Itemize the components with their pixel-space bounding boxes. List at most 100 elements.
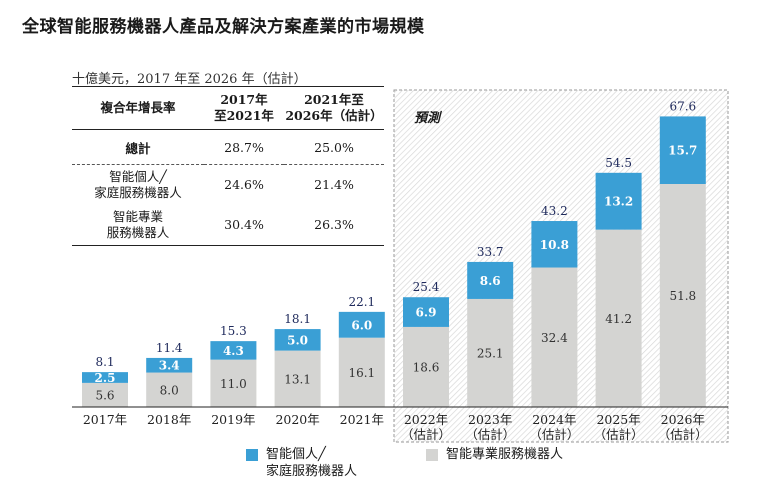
cagr-row-label-line1: 智能專業 bbox=[112, 209, 163, 224]
cagr-row-label-line2: 服務機器人 bbox=[106, 225, 170, 240]
bar-personal bbox=[595, 172, 642, 230]
x-tick-label: 2025年 bbox=[596, 412, 640, 427]
bar-personal-value-label: 2.5 bbox=[95, 371, 116, 385]
cagr-header-period2-line1: 2021年至 bbox=[304, 92, 364, 107]
x-tick-label-note: （估計） bbox=[465, 427, 515, 442]
bar-professional-value-label: 16.1 bbox=[348, 366, 375, 380]
x-tick-label: 2021年 bbox=[340, 412, 384, 427]
legend-label-personal: 智能個人╱ 家庭服務機器人 bbox=[266, 446, 357, 480]
bar-total-label: 18.1 bbox=[284, 312, 311, 326]
bar-professional bbox=[595, 229, 642, 407]
cagr-row-value: 21.4% bbox=[284, 164, 384, 205]
bar-personal bbox=[146, 357, 193, 373]
cagr-header-period1-line2: 至2021年 bbox=[214, 108, 274, 123]
bar-personal-value-label: 8.6 bbox=[480, 274, 501, 288]
bar-personal bbox=[274, 329, 321, 351]
bar-professional-value-label: 13.1 bbox=[284, 372, 311, 386]
bar-professional-value-label: 8.0 bbox=[160, 383, 179, 397]
bar-total-label: 67.6 bbox=[669, 99, 696, 113]
bar-professional-value-label: 51.8 bbox=[669, 289, 696, 303]
bar-personal bbox=[531, 221, 578, 268]
legend-label-professional: 智能專業服務機器人 bbox=[446, 447, 564, 462]
cagr-row-label-line2: 家庭服務機器人 bbox=[94, 185, 182, 200]
cagr-row-value: 25.0% bbox=[314, 139, 354, 155]
unit-label: 十億美元，2017 年至 2026 年（估計） bbox=[72, 72, 307, 87]
cagr-row-value: 24.6% bbox=[204, 164, 284, 205]
bar-total-label: 15.3 bbox=[220, 324, 247, 338]
x-tick-label: 2024年 bbox=[532, 412, 576, 427]
x-tick-label-note: （估計） bbox=[529, 427, 579, 442]
bar-professional bbox=[467, 298, 514, 407]
bar-personal bbox=[659, 116, 706, 185]
x-tick-label-note: （估計） bbox=[658, 427, 708, 442]
bars-group: 5.6 2.5 8.1 8.0 3.4 11.4 11.0 4.3 15.3 13.1 5.0 18.… bbox=[82, 99, 706, 407]
cagr-row-professional: 智能專業 服務機器人 30.4% 26.3% bbox=[72, 205, 384, 246]
cagr-row-label-line1: 智能個人╱ bbox=[109, 169, 167, 184]
cagr-row-label: 智能專業 服務機器人 bbox=[72, 205, 204, 246]
chart-title: 全球智能服務機器人產品及解決方案產業的市場規模 bbox=[22, 17, 425, 37]
bar-professional-value-label: 32.4 bbox=[541, 331, 568, 345]
bar-personal-value-label: 5.0 bbox=[287, 333, 308, 347]
cagr-row-value: 28.7% bbox=[224, 139, 264, 155]
x-tick-label-note: （估計） bbox=[594, 427, 644, 442]
bar-professional bbox=[531, 267, 578, 407]
bar-total-label: 8.1 bbox=[95, 355, 114, 369]
bar-total-label: 33.7 bbox=[477, 245, 504, 259]
cagr-row-personal: 智能個人╱ 家庭服務機器人 24.6% 21.4% bbox=[72, 164, 384, 205]
bar-personal bbox=[210, 341, 257, 360]
bar-personal-value-label: 13.2 bbox=[604, 195, 633, 209]
x-tick-label-note: （估計） bbox=[401, 427, 451, 442]
bar-professional-value-label: 25.1 bbox=[477, 346, 504, 360]
bar-personal bbox=[403, 297, 449, 327]
legend-swatch-personal bbox=[246, 449, 258, 461]
forecast-label: 預測 bbox=[414, 111, 441, 126]
bar-professional bbox=[403, 326, 449, 407]
legend-swatch-professional bbox=[426, 449, 438, 461]
bar-professional bbox=[274, 350, 321, 407]
bar-total-label: 25.4 bbox=[413, 280, 440, 294]
bar-personal-value-label: 6.9 bbox=[416, 306, 437, 320]
bar-personal-value-label: 6.0 bbox=[351, 318, 372, 332]
cagr-header-period1: 2017年 至2021年 bbox=[204, 86, 284, 130]
legend-label-personal-line2: 家庭服務機器人 bbox=[266, 464, 358, 479]
cagr-header-period2: 2021年至 2026年（估計） bbox=[284, 86, 384, 130]
bar-total-label: 22.1 bbox=[348, 295, 375, 309]
x-tick-label: 2022年 bbox=[404, 412, 448, 427]
x-tick-label: 2017年 bbox=[83, 412, 127, 427]
x-tick-label: 2018年 bbox=[147, 412, 191, 427]
bar-total-label: 11.4 bbox=[156, 341, 183, 355]
x-tick-label: 2023年 bbox=[468, 412, 512, 427]
bar-personal-value-label: 3.4 bbox=[159, 359, 180, 373]
bar-professional-value-label: 11.0 bbox=[220, 377, 247, 391]
x-tick-label: 2019年 bbox=[211, 412, 255, 427]
bar-personal bbox=[467, 261, 514, 299]
bar-professional-value-label: 5.6 bbox=[95, 388, 114, 402]
cagr-row-total: 總計 28.7% 25.0% bbox=[72, 130, 384, 165]
x-tick-label: 2020年 bbox=[275, 412, 319, 427]
bar-total-label: 43.2 bbox=[541, 204, 568, 218]
cagr-row-label: 總計 bbox=[125, 140, 151, 156]
x-tick-label: 2026年 bbox=[661, 412, 705, 427]
bar-professional bbox=[146, 372, 193, 407]
bar-professional bbox=[82, 382, 128, 407]
legend-label-personal-line1: 智能個人╱ bbox=[266, 447, 326, 462]
cagr-row-label: 智能個人╱ 家庭服務機器人 bbox=[72, 164, 204, 205]
cagr-table-header: 複合年增長率 2017年 至2021年 2021年至 2026年（估計） bbox=[72, 86, 384, 130]
cagr-table: 複合年增長率 2017年 至2021年 2021年至 2026年（估計） 總計 … bbox=[72, 86, 384, 246]
x-tick-labels: 2017年 2018年 2019年 2020年 2021年 2022年（估計）2023年（… bbox=[83, 412, 708, 442]
cagr-header-label: 複合年增長率 bbox=[72, 86, 204, 130]
bar-personal bbox=[338, 311, 385, 338]
bar-personal bbox=[82, 372, 128, 383]
cagr-row-value: 30.4% bbox=[204, 205, 284, 246]
bar-professional bbox=[659, 184, 706, 407]
bar-professional-value-label: 18.6 bbox=[413, 360, 440, 374]
bar-professional-value-label: 41.2 bbox=[605, 312, 632, 326]
bar-personal-value-label: 10.8 bbox=[540, 238, 569, 252]
bar-personal-value-label: 15.7 bbox=[668, 144, 697, 158]
cagr-header-period2-line2: 2026年（估計） bbox=[285, 108, 383, 123]
bar-professional bbox=[210, 359, 257, 407]
cagr-row-value: 26.3% bbox=[284, 205, 384, 246]
bar-personal-value-label: 4.3 bbox=[223, 344, 244, 358]
bar-total-label: 54.5 bbox=[605, 156, 632, 170]
